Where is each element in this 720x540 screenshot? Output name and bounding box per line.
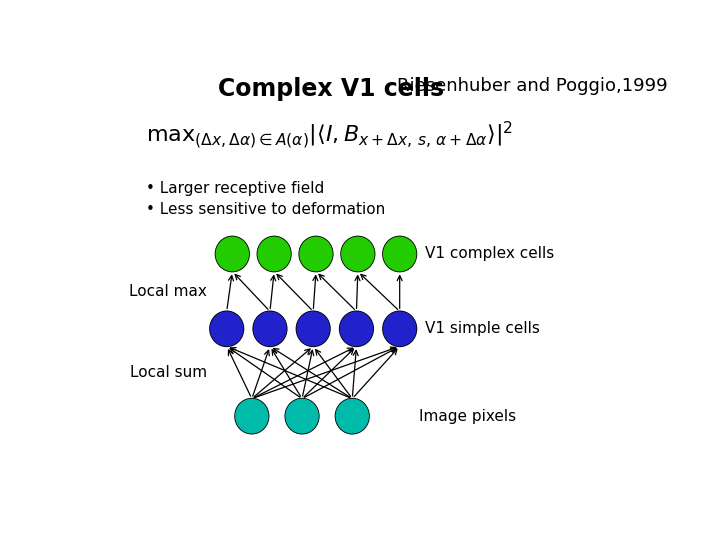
Ellipse shape <box>284 398 320 435</box>
Ellipse shape <box>258 237 291 272</box>
Text: • Larger receptive field: • Larger receptive field <box>145 181 324 196</box>
Ellipse shape <box>341 235 375 272</box>
Ellipse shape <box>383 237 416 272</box>
Ellipse shape <box>296 310 330 347</box>
Ellipse shape <box>340 312 373 346</box>
Text: Complex V1 cells: Complex V1 cells <box>218 77 444 102</box>
Ellipse shape <box>297 312 330 346</box>
Text: V1 simple cells: V1 simple cells <box>425 321 540 336</box>
Text: • Less sensitive to deformation: • Less sensitive to deformation <box>145 202 385 217</box>
Ellipse shape <box>298 235 333 272</box>
Text: Local max: Local max <box>130 284 207 299</box>
Ellipse shape <box>382 235 418 272</box>
Ellipse shape <box>209 310 244 347</box>
Ellipse shape <box>253 312 287 346</box>
Ellipse shape <box>210 312 243 346</box>
Ellipse shape <box>215 237 249 272</box>
Ellipse shape <box>383 312 416 346</box>
Ellipse shape <box>339 310 374 347</box>
Ellipse shape <box>341 237 374 272</box>
Text: Local sum: Local sum <box>130 365 207 380</box>
Ellipse shape <box>336 399 369 434</box>
Ellipse shape <box>253 310 287 347</box>
Ellipse shape <box>215 235 250 272</box>
Ellipse shape <box>256 235 292 272</box>
Ellipse shape <box>235 399 269 434</box>
Ellipse shape <box>382 310 418 347</box>
Ellipse shape <box>234 398 269 435</box>
Text: $\mathrm{max}_{(\Delta x,\Delta\alpha)\in A(\alpha)}\left|\left\langle I,B_{x+\D: $\mathrm{max}_{(\Delta x,\Delta\alpha)\i… <box>145 119 513 151</box>
Text: Image pixels: Image pixels <box>419 409 516 424</box>
Text: V1 complex cells: V1 complex cells <box>425 246 554 261</box>
Ellipse shape <box>285 399 319 434</box>
Ellipse shape <box>300 237 333 272</box>
Ellipse shape <box>335 398 370 435</box>
Text: Riesenhuber and Poggio,1999: Riesenhuber and Poggio,1999 <box>397 77 667 95</box>
